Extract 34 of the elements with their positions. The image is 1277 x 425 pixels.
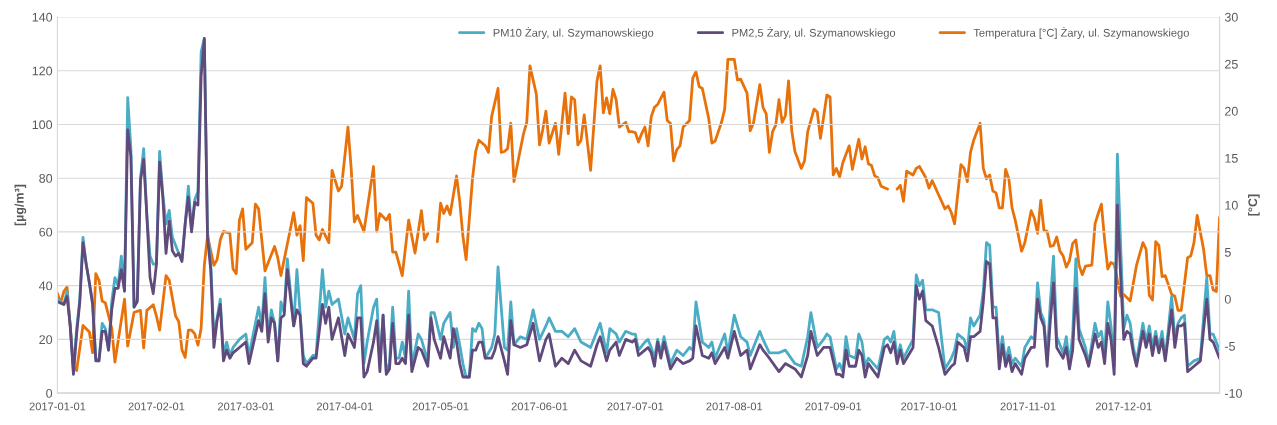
y2-tick-label: 30: [1224, 12, 1238, 22]
y2-tick-label: -10: [1224, 388, 1242, 398]
y-tick-label: 40: [38, 281, 53, 291]
x-tick-label: 2017-02-01: [128, 402, 185, 411]
y-tick-label: 80: [39, 174, 53, 183]
y2-tick-label: 20: [1225, 106, 1238, 116]
x-tick-label: 2017-01-01: [29, 402, 86, 411]
y2-tick-label: -5: [1224, 342, 1235, 351]
x-tick-label: 2017-12-01: [1095, 402, 1152, 411]
x-tick-label: 2017-06-01: [511, 402, 568, 411]
y2-tick-label: 25: [1225, 59, 1238, 69]
y2-axis-title: [°C]: [1248, 194, 1260, 216]
legend-label: PM10 Żary, ul. Szymanowskiego: [493, 27, 654, 39]
y2-tick-label: 10: [1225, 200, 1238, 210]
y-tick-label: 0: [46, 388, 53, 398]
y-tick-label: 60: [39, 227, 53, 237]
y-tick-label: 120: [32, 66, 53, 76]
x-tick-label: 2017-07-01: [607, 402, 664, 411]
legend-label: Temperatura [°C] Żary, ul. Szymanowskiego: [973, 27, 1189, 39]
legend-label: PM2,5 Żary, ul. Szymanowskiego: [732, 27, 896, 39]
y-tick-label: 20: [39, 335, 53, 345]
x-tick-label: 2017-09-01: [805, 402, 862, 411]
y2-tick-label: 0: [1224, 294, 1231, 304]
y2-tick-label: 15: [1225, 153, 1238, 163]
x-tick-label: 2017-03-01: [217, 402, 274, 411]
x-tick-label: 2017-11-01: [1000, 402, 1056, 411]
y-tick-label: 140: [32, 12, 53, 22]
x-tick-label: 2017-04-01: [316, 402, 373, 411]
y-tick-label: 100: [32, 120, 53, 130]
x-tick-label: 2017-10-01: [901, 402, 957, 411]
y2-tick-label: 5: [1224, 248, 1231, 257]
x-tick-label: 2017-05-01: [412, 402, 469, 411]
x-tick-label: 2017-08-01: [706, 402, 763, 411]
y-axis-title: [µg/m³]: [14, 184, 27, 226]
